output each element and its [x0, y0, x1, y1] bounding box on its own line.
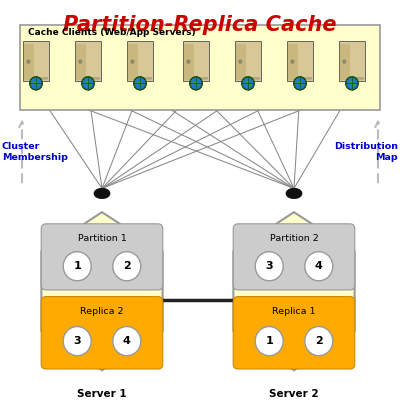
Text: Cache Clients (Web/App Servers): Cache Clients (Web/App Servers)	[28, 28, 196, 37]
FancyBboxPatch shape	[184, 44, 194, 79]
Ellipse shape	[94, 188, 110, 198]
Circle shape	[27, 60, 30, 63]
Circle shape	[346, 77, 358, 90]
Circle shape	[242, 77, 254, 90]
Text: 3: 3	[73, 336, 81, 346]
FancyBboxPatch shape	[23, 41, 49, 81]
Polygon shape	[233, 212, 355, 370]
Ellipse shape	[286, 188, 302, 198]
Ellipse shape	[89, 84, 91, 86]
Circle shape	[190, 77, 202, 90]
Circle shape	[305, 327, 333, 356]
Circle shape	[291, 60, 294, 63]
Circle shape	[79, 60, 82, 63]
FancyBboxPatch shape	[236, 44, 246, 79]
Ellipse shape	[32, 81, 37, 84]
Ellipse shape	[296, 81, 301, 84]
FancyBboxPatch shape	[41, 297, 163, 369]
Ellipse shape	[141, 84, 143, 86]
Ellipse shape	[37, 84, 39, 86]
Circle shape	[63, 252, 91, 281]
Ellipse shape	[192, 81, 197, 84]
FancyBboxPatch shape	[128, 44, 138, 79]
Text: Cluster
Membership: Cluster Membership	[2, 142, 68, 161]
Text: Distribution
Map: Distribution Map	[334, 142, 398, 161]
Ellipse shape	[84, 81, 89, 84]
Text: Partition 2: Partition 2	[270, 234, 318, 243]
Text: 2: 2	[123, 261, 131, 271]
FancyBboxPatch shape	[20, 25, 380, 110]
Ellipse shape	[249, 84, 251, 86]
Text: Replica 1: Replica 1	[272, 307, 316, 316]
Circle shape	[255, 252, 283, 281]
Text: 4: 4	[123, 336, 131, 346]
Text: 2: 2	[315, 336, 323, 346]
Circle shape	[294, 77, 306, 90]
FancyBboxPatch shape	[76, 44, 86, 79]
FancyBboxPatch shape	[339, 41, 365, 81]
Circle shape	[134, 77, 146, 90]
Circle shape	[30, 77, 42, 90]
Ellipse shape	[353, 84, 355, 86]
Text: 1: 1	[73, 261, 81, 271]
Ellipse shape	[348, 81, 353, 84]
Text: Server 2: Server 2	[269, 389, 319, 399]
Circle shape	[131, 60, 134, 63]
FancyBboxPatch shape	[288, 44, 298, 79]
Text: Partition-Replica Cache: Partition-Replica Cache	[63, 15, 337, 35]
Text: Partition 1: Partition 1	[78, 234, 126, 243]
Circle shape	[113, 327, 141, 356]
Circle shape	[113, 252, 141, 281]
FancyBboxPatch shape	[127, 41, 153, 81]
Ellipse shape	[197, 84, 199, 86]
Ellipse shape	[136, 81, 141, 84]
Polygon shape	[41, 212, 163, 370]
Circle shape	[305, 252, 333, 281]
FancyBboxPatch shape	[41, 224, 163, 290]
FancyBboxPatch shape	[183, 41, 209, 81]
Circle shape	[187, 60, 190, 63]
Circle shape	[82, 77, 94, 90]
Circle shape	[63, 327, 91, 356]
FancyBboxPatch shape	[235, 41, 261, 81]
FancyBboxPatch shape	[287, 41, 313, 81]
Text: Replica 2: Replica 2	[80, 307, 124, 316]
Text: 3: 3	[265, 261, 273, 271]
Circle shape	[343, 60, 346, 63]
Text: 4: 4	[315, 261, 323, 271]
Circle shape	[255, 327, 283, 356]
FancyBboxPatch shape	[340, 44, 350, 79]
Circle shape	[239, 60, 242, 63]
FancyBboxPatch shape	[75, 41, 101, 81]
Ellipse shape	[301, 84, 303, 86]
FancyBboxPatch shape	[233, 297, 355, 369]
FancyBboxPatch shape	[233, 224, 355, 290]
Text: 1: 1	[265, 336, 273, 346]
Text: Server 1: Server 1	[77, 389, 127, 399]
FancyBboxPatch shape	[24, 44, 34, 79]
Ellipse shape	[244, 81, 249, 84]
